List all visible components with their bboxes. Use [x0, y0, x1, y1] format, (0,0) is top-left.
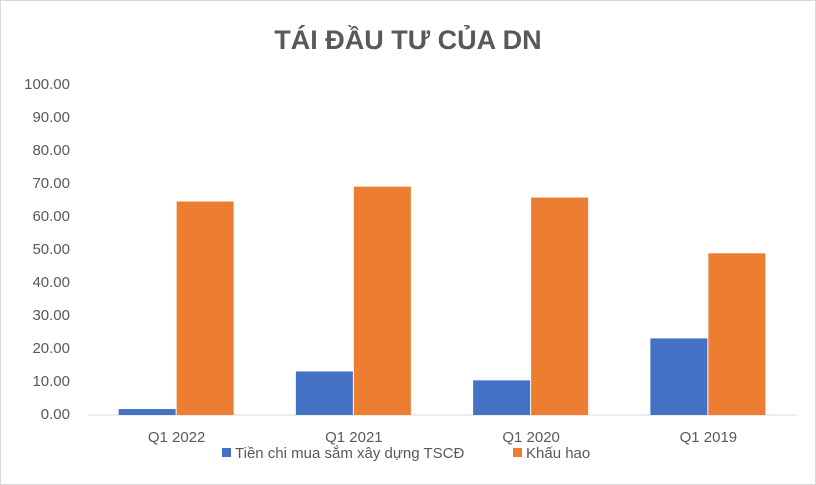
- y-tick-label: 60.00: [32, 208, 70, 225]
- x-tick-label: Q1 2019: [680, 429, 738, 446]
- bar: [353, 186, 411, 415]
- y-tick-label: 100.00: [24, 76, 70, 93]
- bar: [708, 253, 766, 415]
- legend-label: Tiền chi mua sắm xây dựng TSCĐ: [235, 445, 464, 462]
- y-tick-label: 0.00: [41, 406, 70, 423]
- legend-label: Khấu hao: [526, 445, 590, 462]
- x-tick-label: Q1 2022: [148, 429, 206, 446]
- y-tick-label: 10.00: [32, 373, 70, 390]
- y-tick-label: 70.00: [32, 175, 70, 192]
- legend-swatch: [513, 448, 522, 457]
- chart-title: TÁI ĐẦU TƯ CỦA DN: [274, 23, 541, 55]
- legend-swatch: [222, 448, 231, 457]
- x-tick-label: Q1 2021: [325, 429, 383, 446]
- y-tick-label: 90.00: [32, 109, 70, 126]
- bar: [176, 201, 234, 415]
- y-tick-label: 40.00: [32, 274, 70, 291]
- bar: [473, 380, 531, 415]
- y-tick-label: 80.00: [32, 142, 70, 159]
- bar: [295, 371, 353, 415]
- x-tick-label: Q1 2020: [502, 429, 560, 446]
- bar: [118, 409, 176, 415]
- y-tick-label: 50.00: [32, 241, 70, 258]
- y-tick-label: 30.00: [32, 307, 70, 324]
- bar: [650, 338, 708, 415]
- y-tick-label: 20.00: [32, 340, 70, 357]
- bar: [531, 197, 589, 415]
